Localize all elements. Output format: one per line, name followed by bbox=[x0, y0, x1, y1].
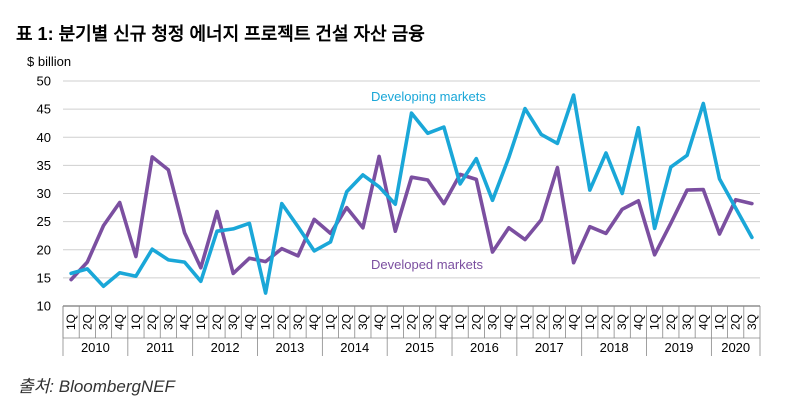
x-tick-label: 2Q bbox=[664, 314, 678, 330]
year-label: 2019 bbox=[664, 340, 693, 355]
annotations: Developing markets Developed markets bbox=[371, 89, 486, 272]
x-tick-label: 1Q bbox=[648, 314, 662, 330]
y-tick-label: 25 bbox=[37, 214, 51, 229]
x-tick-label: 1Q bbox=[712, 314, 726, 330]
y-tick-label: 15 bbox=[37, 270, 51, 285]
year-label: 2013 bbox=[275, 340, 304, 355]
x-tick-label: 3Q bbox=[550, 314, 564, 330]
x-tick-label: 1Q bbox=[388, 314, 402, 330]
year-label: 2011 bbox=[146, 340, 174, 355]
annotation-developed-markets: Developed markets bbox=[371, 257, 483, 272]
x-tick-label: 4Q bbox=[113, 314, 127, 330]
x-tick-label: 1Q bbox=[194, 314, 208, 330]
x-tick-label: 3Q bbox=[615, 314, 629, 330]
x-tick-label: 3Q bbox=[97, 314, 111, 330]
annotation-developing-markets: Developing markets bbox=[371, 89, 486, 104]
x-tick-label: 4Q bbox=[567, 314, 581, 330]
x-tick-label: 3Q bbox=[421, 314, 435, 330]
x-tick-label: 1Q bbox=[64, 314, 78, 330]
year-label: 2012 bbox=[211, 340, 240, 355]
x-tick-label: 1Q bbox=[323, 314, 337, 330]
x-tick-label: 1Q bbox=[259, 314, 273, 330]
year-label: 2014 bbox=[340, 340, 369, 355]
x-tick-label: 3Q bbox=[745, 314, 759, 330]
x-tick-label: 2Q bbox=[80, 314, 94, 330]
x-axis: 1Q 2Q 3Q 4Q 1Q 2Q 3Q 4Q 1Q 2Q 3Q 4Q 1Q 2Q 3Q 4Q 1Q 2Q 3Q 4Q… bbox=[62, 305, 761, 356]
x-tick-label: 1Q bbox=[453, 314, 467, 330]
chart-title: 표 1: 분기별 신규 청정 에너지 프로젝트 건설 자산 금융 bbox=[16, 24, 425, 44]
x-tick-label: 4Q bbox=[242, 314, 256, 330]
x-tick-label: 4Q bbox=[502, 314, 516, 330]
x-tick-label: 2Q bbox=[534, 314, 548, 330]
y-axis: 10 15 20 25 30 35 40 45 50 bbox=[37, 74, 51, 314]
year-label: 2015 bbox=[405, 340, 434, 355]
x-tick-label: 3Q bbox=[226, 314, 240, 330]
y-tick-label: 30 bbox=[37, 186, 51, 201]
x-tick-label: 3Q bbox=[486, 314, 500, 330]
y-tick-label: 10 bbox=[37, 299, 51, 314]
x-tick-label: 3Q bbox=[680, 314, 694, 330]
year-label: 2017 bbox=[535, 340, 564, 355]
x-tick-label: 4Q bbox=[372, 314, 386, 330]
y-tick-label: 20 bbox=[37, 242, 51, 257]
x-tick-label: 4Q bbox=[437, 314, 451, 330]
y-axis-label: $ billion bbox=[27, 54, 71, 69]
y-tick-label: 35 bbox=[37, 158, 51, 173]
x-tick-label: 4Q bbox=[307, 314, 321, 330]
series-line-developing-markets bbox=[69, 93, 754, 295]
x-tick-label: 2Q bbox=[599, 314, 613, 330]
x-tick-label: 2Q bbox=[469, 314, 483, 330]
year-label: 2020 bbox=[721, 340, 750, 355]
y-tick-label: 50 bbox=[37, 74, 51, 89]
source-note: 출처: BloombergNEF bbox=[18, 377, 175, 396]
x-tick-label: 3Q bbox=[161, 314, 175, 330]
year-label: 2018 bbox=[600, 340, 629, 355]
x-tick-label: 2Q bbox=[729, 314, 743, 330]
x-tick-label: 2Q bbox=[340, 314, 354, 330]
x-tick-label: 2Q bbox=[145, 314, 159, 330]
x-tick-label: 2Q bbox=[275, 314, 289, 330]
y-tick-label: 45 bbox=[37, 102, 51, 117]
x-tick-label: 1Q bbox=[518, 314, 532, 330]
year-label: 2010 bbox=[81, 340, 110, 355]
series-line-developed-markets bbox=[69, 154, 754, 282]
x-tick-label: 2Q bbox=[210, 314, 224, 330]
year-label: 2016 bbox=[470, 340, 499, 355]
x-tick-label: 4Q bbox=[631, 314, 645, 330]
x-tick-label: 4Q bbox=[696, 314, 710, 330]
y-tick-label: 40 bbox=[37, 130, 51, 145]
x-tick-label: 4Q bbox=[178, 314, 192, 330]
x-tick-label: 2Q bbox=[405, 314, 419, 330]
x-tick-label: 1Q bbox=[129, 314, 143, 330]
x-tick-label: 1Q bbox=[583, 314, 597, 330]
x-tick-label: 3Q bbox=[291, 314, 305, 330]
x-tick-label: 3Q bbox=[356, 314, 370, 330]
series-lines bbox=[69, 93, 754, 295]
